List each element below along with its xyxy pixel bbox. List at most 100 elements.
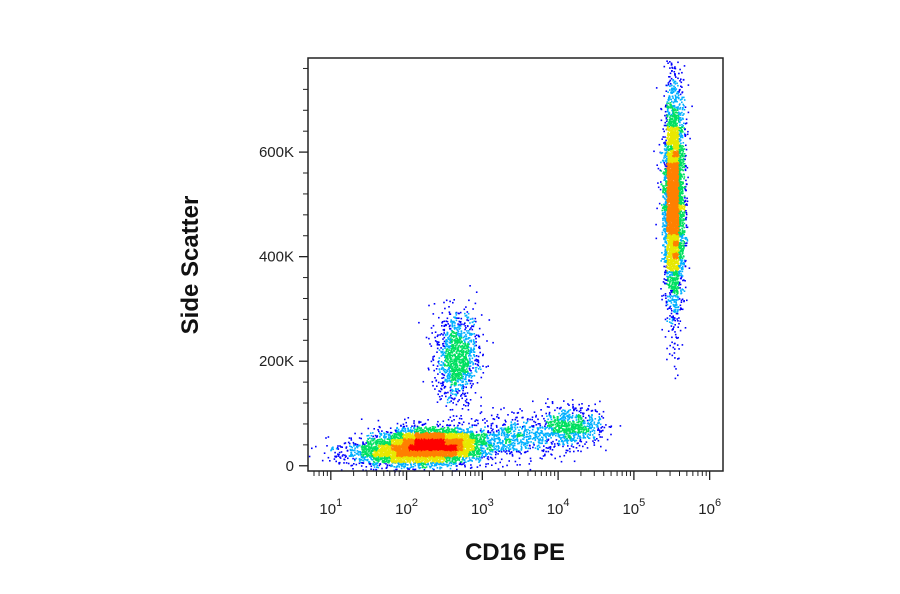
event-dot <box>467 449 469 452</box>
event-dot <box>400 437 402 440</box>
event-dot <box>446 461 448 464</box>
event-dot <box>431 464 433 467</box>
event-dot <box>419 421 422 423</box>
event-dot <box>419 429 421 432</box>
event-dot <box>442 429 444 431</box>
event-dot <box>410 438 412 441</box>
event-dot <box>447 442 449 444</box>
event-dot <box>396 433 399 436</box>
event-dot <box>475 443 478 446</box>
event-dot <box>469 451 472 454</box>
event-dot <box>455 456 457 459</box>
event-dot <box>461 463 463 466</box>
event-dot <box>405 425 408 427</box>
event-dot <box>423 436 425 439</box>
event-dot <box>424 436 426 439</box>
event-dot <box>490 453 493 456</box>
event-dot <box>426 433 429 436</box>
event-dot <box>422 439 424 441</box>
event-dot <box>465 456 468 459</box>
event-dot <box>390 435 393 438</box>
event-dot <box>439 437 441 440</box>
event-dot <box>420 427 422 429</box>
event-dot <box>493 446 495 448</box>
event-dot <box>410 435 413 437</box>
event-dot <box>449 455 451 458</box>
event-dot <box>379 452 381 454</box>
event-dot <box>440 445 442 447</box>
event-dot <box>445 448 448 451</box>
event-dot <box>423 435 425 437</box>
event-dot <box>415 438 418 440</box>
event-dot <box>486 440 489 443</box>
event-dot <box>506 452 508 455</box>
event-dot <box>445 452 448 455</box>
event-dot <box>475 435 478 437</box>
event-dot <box>429 433 432 435</box>
event-dot <box>468 459 471 462</box>
event-dot <box>419 436 421 439</box>
event-dot <box>459 462 462 464</box>
event-dot <box>422 444 425 446</box>
event-dot <box>470 466 473 469</box>
event-dot <box>460 437 462 440</box>
event-dot <box>420 433 423 435</box>
event-dot <box>413 420 415 422</box>
event-dot <box>453 431 455 433</box>
event-dot <box>437 460 440 462</box>
event-dot <box>432 459 434 462</box>
event-dot <box>440 466 443 469</box>
event-dot <box>433 428 435 431</box>
event-dot <box>414 451 417 453</box>
event-dot <box>424 444 426 446</box>
event-dot <box>472 438 475 441</box>
event-dot <box>456 443 458 445</box>
event-dot <box>444 431 447 433</box>
event-dot <box>485 443 488 445</box>
event-dot <box>370 434 373 437</box>
event-dot <box>376 436 378 438</box>
event-dot <box>397 428 400 431</box>
event-dot <box>385 431 388 433</box>
event-dot <box>418 456 421 458</box>
event-dot <box>464 450 467 453</box>
event-dot <box>485 445 488 448</box>
event-dot <box>414 428 416 431</box>
event-dot <box>438 437 440 439</box>
event-dot <box>465 439 468 441</box>
event-dot <box>442 444 444 447</box>
event-dot <box>458 459 460 461</box>
event-dot <box>413 461 415 464</box>
event-dot <box>432 444 435 446</box>
event-dot <box>430 442 433 445</box>
event-dot <box>448 439 450 442</box>
event-dot <box>440 446 442 448</box>
event-dot <box>411 456 413 459</box>
event-dot <box>435 435 438 438</box>
event-dot <box>367 427 370 430</box>
event-dot <box>442 452 445 455</box>
event-dot <box>427 461 429 463</box>
event-dot <box>491 458 494 461</box>
event-dot <box>425 458 428 461</box>
event-dot <box>498 446 500 448</box>
event-dot <box>480 428 482 430</box>
event-dot <box>490 450 493 452</box>
event-dot <box>463 459 465 461</box>
event-dot <box>424 430 426 432</box>
event-dot <box>411 434 413 437</box>
event-dot <box>471 437 473 440</box>
event-dot <box>469 439 471 441</box>
event-dot <box>477 458 480 460</box>
event-dot <box>449 461 452 463</box>
event-dot <box>461 436 464 439</box>
event-dot <box>497 448 499 451</box>
event-dot <box>415 433 417 436</box>
event-dot <box>481 450 484 452</box>
event-dot <box>431 462 434 464</box>
event-dot <box>429 436 431 438</box>
event-dot <box>462 447 465 450</box>
event-dot <box>462 445 465 447</box>
event-dot <box>415 444 417 447</box>
event-dot <box>441 457 443 460</box>
